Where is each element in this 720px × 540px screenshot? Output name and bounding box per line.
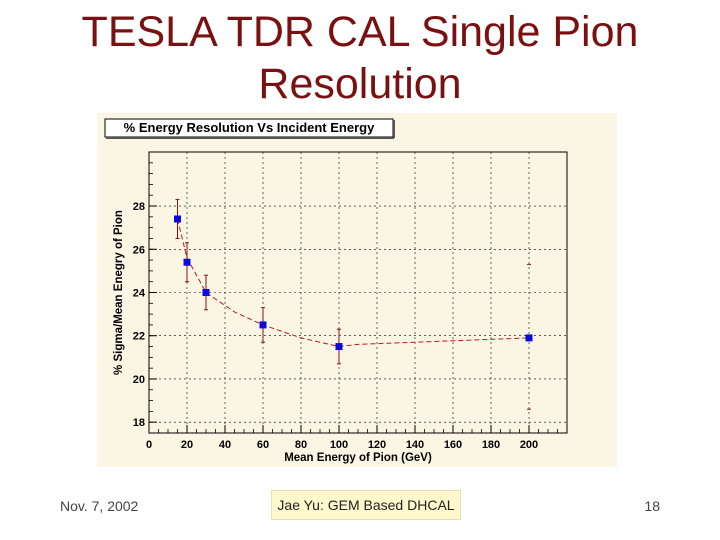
y-tick-label: 24 <box>133 288 146 300</box>
x-tick-label: 80 <box>295 439 307 451</box>
x-tick-label: 160 <box>444 439 462 451</box>
x-tick-label: 100 <box>330 439 348 451</box>
data-point <box>335 343 343 351</box>
y-tick-label: 22 <box>133 331 145 343</box>
slide-title-line-2: Resolution <box>258 60 462 108</box>
page-number: 18 <box>644 498 660 514</box>
x-tick-label: 200 <box>520 439 538 451</box>
y-tick-label: 18 <box>133 417 145 429</box>
y-axis-label: % Sigma/Mean Enegry of Pion <box>113 210 125 375</box>
x-tick-label: 120 <box>368 439 386 451</box>
data-point <box>525 334 533 342</box>
footer-author-box: Jae Yu: GEM Based DHCAL <box>271 490 461 520</box>
x-tick-label: 180 <box>482 439 500 451</box>
y-tick-label: 20 <box>133 374 145 386</box>
slide-title: TESLA TDR CAL Single Pion Resolution <box>20 6 700 110</box>
x-axis-label: Mean Energy of Pion (GeV) <box>284 452 432 464</box>
x-tick-label: 40 <box>219 439 231 451</box>
data-point <box>174 215 181 223</box>
data-point <box>183 258 191 266</box>
data-point <box>259 321 267 329</box>
x-tick-label: 60 <box>257 439 269 451</box>
fit-curve <box>177 218 530 348</box>
x-tick-label: 140 <box>406 439 424 451</box>
x-tick-label: 0 <box>146 439 152 451</box>
footer-date: Nov. 7, 2002 <box>60 498 139 514</box>
x-tick-label: 20 <box>181 439 193 451</box>
chart-title: % Energy Resolution Vs Incident Energy <box>124 120 375 135</box>
y-tick-label: 26 <box>133 244 145 256</box>
chart-panel: 0 20 40 60 80 100 120 140 160 180 200 18 20 22 24 26 28%… <box>97 113 617 467</box>
plot-background <box>97 113 617 467</box>
y-tick-label: 28 <box>133 201 145 213</box>
slide-title-line-1: TESLA TDR CAL Single Pion <box>81 8 639 56</box>
resolution-chart: 0 20 40 60 80 100 120 140 160 180 200 18 20 22 24 26 28%… <box>97 113 617 467</box>
data-point <box>202 289 210 296</box>
